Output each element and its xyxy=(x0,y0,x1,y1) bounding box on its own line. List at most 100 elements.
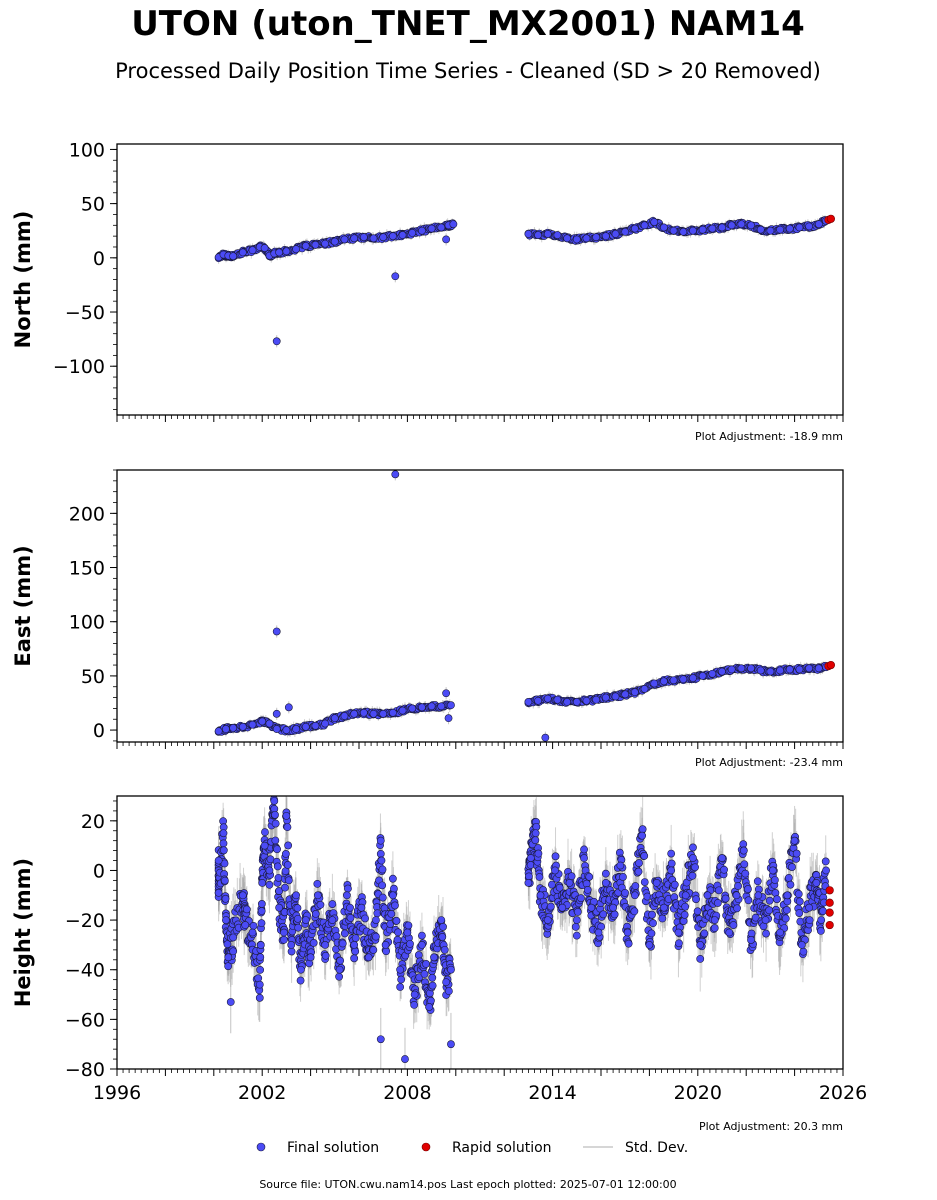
final-solution-point xyxy=(255,993,264,1002)
final-solution-point xyxy=(238,722,247,731)
final-solution-point xyxy=(703,891,712,900)
final-solution-point xyxy=(693,907,702,916)
final-solution-point xyxy=(571,922,580,931)
final-solution-point xyxy=(747,221,755,230)
final-solution-point xyxy=(316,900,325,909)
final-solution-point xyxy=(238,891,247,900)
final-solution-point xyxy=(438,933,447,941)
final-solution-point xyxy=(667,849,676,858)
final-solution-point xyxy=(351,947,360,956)
final-solution-point xyxy=(219,846,228,855)
final-solution-point xyxy=(394,928,402,937)
final-solution-point xyxy=(638,831,647,840)
y-axis-label: North (mm) xyxy=(11,211,35,349)
final-solution-point xyxy=(795,665,804,674)
final-solution-point xyxy=(624,939,633,948)
final-solution-point xyxy=(388,874,397,883)
final-solution-point xyxy=(272,627,281,636)
final-solution-point xyxy=(392,916,401,925)
final-solution-point xyxy=(260,244,269,252)
final-solution-point xyxy=(582,234,591,243)
final-solution-point xyxy=(621,227,630,236)
final-solution-point xyxy=(675,939,683,948)
final-solution-point xyxy=(669,676,678,685)
final-solution-point xyxy=(766,226,775,235)
final-solution-point xyxy=(241,921,250,929)
final-solution-point xyxy=(442,978,451,987)
final-solution-point xyxy=(346,903,354,912)
chart-title: UTON (uton_TNET_MX2001) NAM14 xyxy=(131,4,805,44)
final-solution-point xyxy=(785,665,794,674)
final-solution-point xyxy=(274,873,283,882)
final-solution-point xyxy=(381,941,390,949)
final-solution-point xyxy=(221,725,230,733)
final-solution-point xyxy=(531,836,540,845)
final-solution-point xyxy=(650,679,659,688)
final-solution-point xyxy=(667,859,676,868)
final-solution-point xyxy=(224,953,233,962)
final-solution-point xyxy=(388,232,397,241)
final-solution-point xyxy=(553,231,562,239)
final-solution-point xyxy=(634,867,643,876)
final-solution-point xyxy=(321,941,330,949)
final-solution-point xyxy=(427,702,436,711)
final-solution-point xyxy=(611,692,620,701)
final-solution-point xyxy=(681,891,690,900)
final-solution-point xyxy=(387,909,396,918)
final-solution-point xyxy=(765,906,774,915)
final-solution-point xyxy=(418,226,426,235)
final-solution-point xyxy=(737,220,746,229)
final-solution-point xyxy=(265,880,274,889)
final-solution-point xyxy=(773,895,781,904)
final-solution-point xyxy=(306,953,315,962)
panel-north: 100 50 0 −50 −100 North (mm) Plot Adjustment: … xyxy=(11,139,844,443)
final-solution-point xyxy=(565,878,574,887)
final-solution-point xyxy=(567,872,576,881)
final-solution-point xyxy=(340,929,349,938)
final-solution-point xyxy=(585,872,594,881)
final-solution-point xyxy=(342,891,351,900)
final-solution-point xyxy=(535,873,544,881)
final-solution-point xyxy=(640,878,649,887)
final-solution-point xyxy=(311,240,320,249)
final-solution-point xyxy=(273,862,282,871)
final-solution-point xyxy=(256,941,265,949)
final-solution-point xyxy=(301,916,310,924)
final-solution-point xyxy=(404,921,413,930)
plot-adjustment-note: Plot Adjustment: -18.9 mm xyxy=(695,430,843,443)
y-tick-label: 50 xyxy=(81,666,105,688)
final-solution-point xyxy=(313,891,322,900)
final-solution-point xyxy=(292,891,300,900)
final-solution-point xyxy=(229,933,238,942)
final-solution-point xyxy=(214,888,223,897)
final-solution-point xyxy=(670,880,679,889)
final-solution-point xyxy=(669,226,678,235)
final-solution-point xyxy=(751,913,760,922)
final-solution-point xyxy=(708,669,717,678)
final-solution-point xyxy=(720,865,728,874)
final-solution-point xyxy=(376,836,385,845)
final-solution-point xyxy=(621,888,629,897)
final-solution-point xyxy=(408,228,417,237)
final-solution-point xyxy=(534,849,543,858)
y-tick-label: 0 xyxy=(93,720,105,742)
final-solution-point xyxy=(420,970,429,978)
final-solution-point xyxy=(297,965,305,974)
final-solution-point xyxy=(572,698,581,706)
final-solution-point xyxy=(282,247,291,256)
final-solution-point xyxy=(255,980,264,989)
final-solution-point xyxy=(713,899,722,907)
final-solution-point xyxy=(224,962,233,971)
final-solution-point xyxy=(390,884,398,893)
final-solution-point xyxy=(221,894,230,903)
final-solution-point xyxy=(727,665,736,674)
final-solution-point xyxy=(284,841,293,850)
final-solution-point xyxy=(630,907,639,916)
final-solution-point xyxy=(425,1003,434,1011)
final-solution-point xyxy=(667,866,676,875)
y-tick-label: 200 xyxy=(69,503,105,525)
final-solution-point xyxy=(427,224,436,233)
final-solution-point xyxy=(258,878,267,887)
final-solution-point xyxy=(541,733,550,742)
